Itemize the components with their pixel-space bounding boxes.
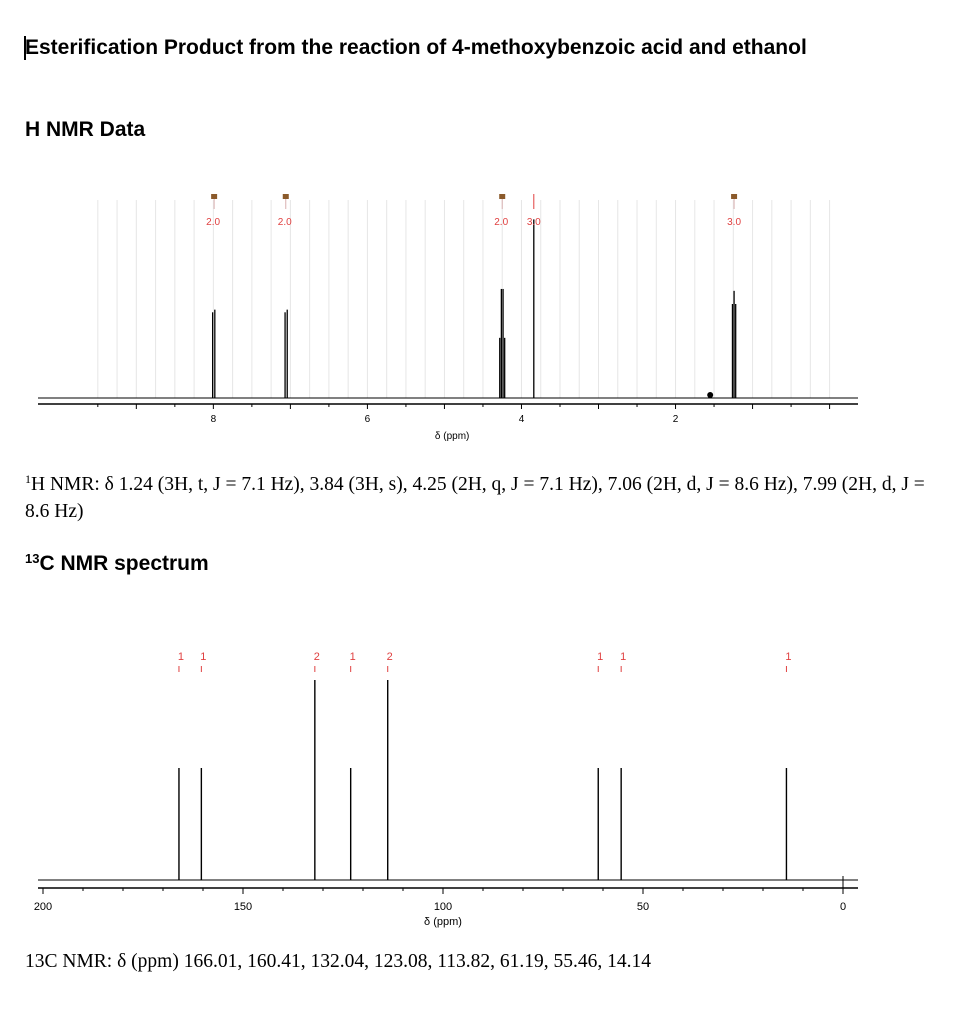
x-tick-label: 8 bbox=[211, 414, 217, 425]
integral-marker bbox=[211, 194, 218, 199]
document-title: Esterification Product from the reaction… bbox=[25, 36, 807, 59]
peak-label: 1 bbox=[178, 651, 184, 663]
x-tick-label: 150 bbox=[234, 901, 252, 913]
x-tick-label: 2 bbox=[673, 414, 679, 425]
c-nmr-heading-text: C NMR spectrum bbox=[39, 552, 209, 575]
peak-label: 1 bbox=[620, 651, 626, 663]
h-nmr-caption-superscript: 1 bbox=[25, 472, 31, 486]
integral-label: 3.0 bbox=[527, 217, 541, 228]
marker-dot bbox=[707, 392, 714, 398]
text-cursor bbox=[24, 36, 26, 60]
x-tick-label: 100 bbox=[434, 901, 452, 913]
integral-label: 3.0 bbox=[727, 217, 741, 228]
x-tick-label: 6 bbox=[365, 414, 371, 425]
x-tick-label: 4 bbox=[519, 414, 525, 425]
peak-label: 1 bbox=[785, 651, 791, 663]
peak-label: 1 bbox=[350, 651, 356, 663]
peak-label: 1 bbox=[597, 651, 603, 663]
x-tick-label: 200 bbox=[34, 901, 52, 913]
peak-label: 2 bbox=[314, 651, 320, 663]
integral-label: 2.0 bbox=[278, 217, 292, 228]
c-nmr-caption: 13C NMR: δ (ppm) 166.01, 160.41, 132.04,… bbox=[25, 951, 651, 972]
integral-marker bbox=[282, 194, 289, 199]
peak-label: 2 bbox=[387, 651, 393, 663]
h-nmr-chart: 8 6 4 2 δ (ppm) 2.0 2.0 2.0 3.0 3.0 bbox=[38, 194, 858, 442]
c-nmr-heading-superscript: 13 bbox=[25, 551, 40, 566]
integral-label: 2.0 bbox=[206, 217, 220, 228]
integral-marker bbox=[731, 194, 738, 199]
x-axis-label: δ (ppm) bbox=[435, 431, 469, 442]
h-nmr-caption: 1H NMR: δ 1.24 (3H, t, J = 7.1 Hz), 3.84… bbox=[25, 466, 925, 525]
x-tick-label: 0 bbox=[840, 901, 846, 913]
integral-label: 2.0 bbox=[494, 217, 508, 228]
c-nmr-chart: 200 150 100 50 0 δ (ppm) 1 1 2 1 2 1 1 1 bbox=[34, 651, 858, 928]
h-nmr-caption-text: H NMR: δ 1.24 (3H, t, J = 7.1 Hz), 3.84 … bbox=[25, 474, 925, 522]
c-nmr-heading: 13C NMR spectrum bbox=[25, 551, 209, 576]
x-tick-label: 50 bbox=[637, 901, 649, 913]
x-axis-label: δ (ppm) bbox=[424, 916, 462, 928]
h-nmr-heading: H NMR Data bbox=[25, 118, 146, 141]
peak-label: 1 bbox=[200, 651, 206, 663]
integral-marker bbox=[499, 194, 506, 199]
